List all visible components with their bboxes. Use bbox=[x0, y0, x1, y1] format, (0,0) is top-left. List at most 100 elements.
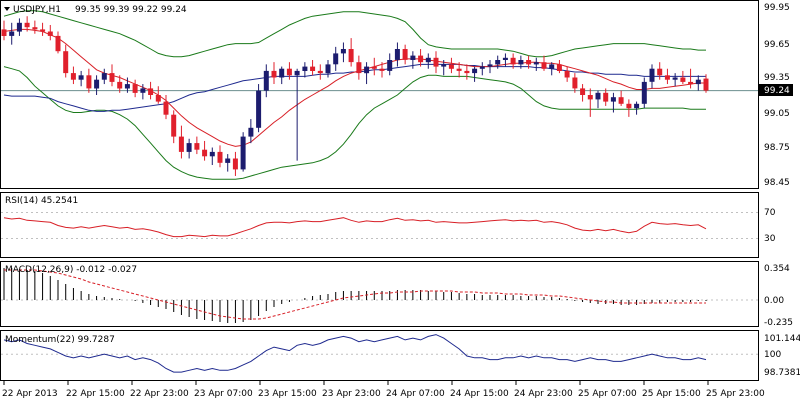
candle-body bbox=[641, 81, 647, 104]
candle-body bbox=[433, 57, 439, 67]
candle-body bbox=[271, 70, 277, 78]
candle-body bbox=[387, 60, 393, 71]
price-tick-label: 99.65 bbox=[764, 40, 790, 50]
collapse-triangle-icon[interactable] bbox=[4, 7, 10, 11]
candle-body bbox=[695, 79, 701, 85]
bollinger-upper-line bbox=[3, 10, 706, 58]
momentum-tick-label: 98.7381 bbox=[764, 368, 800, 378]
rsi-line bbox=[3, 217, 707, 238]
candle-body bbox=[263, 70, 269, 91]
time-tick-label: 22 Apr 23:00 bbox=[130, 389, 189, 399]
price-series-layer bbox=[1, 10, 758, 180]
candle-body bbox=[587, 95, 593, 100]
momentum-tick-label: 100 bbox=[764, 350, 781, 360]
candle-body bbox=[70, 73, 76, 80]
time-tick-label: 23 Apr 23:00 bbox=[322, 389, 381, 399]
candle-body bbox=[63, 51, 69, 74]
candle-body bbox=[595, 92, 601, 100]
last-price-badge bbox=[759, 84, 793, 96]
candle-body bbox=[364, 66, 370, 74]
last-price-label: 99.24 bbox=[764, 86, 790, 96]
candle-body bbox=[502, 57, 508, 60]
candle-body bbox=[232, 158, 238, 170]
candle-body bbox=[495, 60, 501, 65]
candle-body bbox=[379, 68, 385, 71]
rsi-tick-label: 30 bbox=[764, 234, 776, 244]
time-tick-label: 22 Apr 15:00 bbox=[66, 389, 125, 399]
macd-tick-label: 0.00 bbox=[764, 296, 784, 306]
candle-body bbox=[410, 55, 416, 60]
candle-body bbox=[356, 62, 362, 74]
time-tick-label: 23 Apr 07:00 bbox=[194, 389, 253, 399]
candle-body bbox=[186, 143, 192, 152]
macd-series-layer bbox=[1, 268, 758, 323]
candle-body bbox=[348, 49, 354, 63]
candle-body bbox=[688, 81, 694, 85]
candle-body bbox=[549, 64, 555, 69]
candle-body bbox=[78, 75, 84, 80]
candle-body bbox=[171, 114, 177, 137]
candle-body bbox=[256, 90, 262, 128]
time-tick-label: 25 Apr 07:00 bbox=[578, 389, 637, 399]
candle-body bbox=[402, 49, 408, 60]
candle-body bbox=[340, 49, 346, 54]
candle-body bbox=[425, 57, 431, 63]
candle-body bbox=[16, 22, 22, 32]
candle-body bbox=[664, 75, 670, 80]
candle-body bbox=[448, 64, 454, 69]
price-tick-label: 98.45 bbox=[764, 178, 790, 188]
rsi-tick-label: 70 bbox=[764, 208, 776, 218]
candle-body bbox=[626, 103, 632, 109]
candle-body bbox=[603, 92, 609, 102]
candle-body bbox=[32, 27, 38, 30]
rsi-title: RSI(14) 45.2541 bbox=[5, 196, 78, 206]
candle-body bbox=[94, 79, 100, 89]
candle-body bbox=[225, 158, 231, 163]
momentum-series-layer bbox=[1, 334, 758, 373]
moving-average-red-line bbox=[3, 28, 706, 147]
candle-body bbox=[101, 73, 107, 80]
time-tick-label: 23 Apr 15:00 bbox=[258, 389, 317, 399]
candle-body bbox=[279, 68, 285, 78]
rsi-panel bbox=[0, 192, 759, 258]
candle-body bbox=[140, 88, 146, 93]
candle-body bbox=[456, 68, 462, 71]
price-tick-label: 99.95 bbox=[764, 3, 790, 13]
candle-body bbox=[248, 127, 254, 137]
candle-body bbox=[680, 77, 686, 82]
momentum-panel bbox=[0, 330, 759, 381]
ohlc-readout: 99.35 99.39 99.22 99.24 bbox=[75, 5, 187, 15]
time-tick-label: 25 Apr 15:00 bbox=[642, 389, 701, 399]
macd-tick-label: -0.235 bbox=[764, 318, 793, 328]
macd-title: MACD(12,26,9) -0.012 -0.027 bbox=[5, 265, 137, 275]
candle-body bbox=[317, 70, 323, 74]
candle-body bbox=[572, 77, 578, 89]
candle-body bbox=[657, 68, 663, 76]
candle-body bbox=[533, 62, 539, 65]
momentum-line bbox=[3, 334, 707, 373]
candle-body bbox=[124, 84, 130, 89]
candle-body bbox=[634, 103, 640, 109]
candle-body bbox=[40, 29, 46, 32]
momentum-tick-label: 101.1443 bbox=[764, 334, 800, 344]
candle-body bbox=[240, 136, 246, 170]
price-title: USDJPY,H1 bbox=[13, 5, 61, 15]
bollinger-lower-line bbox=[3, 66, 706, 180]
candle-body bbox=[394, 49, 400, 60]
candle-body bbox=[55, 35, 61, 52]
candle-body bbox=[178, 136, 184, 152]
candle-body bbox=[217, 151, 223, 163]
candle-body bbox=[610, 97, 616, 102]
candle-body bbox=[148, 88, 154, 95]
time-tick-label: 25 Apr 23:00 bbox=[706, 389, 765, 399]
candle-body bbox=[1, 29, 7, 36]
candle-body bbox=[487, 64, 493, 67]
time-axis: 22 Apr 2013 22 Apr 15:00 22 Apr 23:00 23 Ap… bbox=[2, 381, 765, 399]
macd-tick-label: 0.354 bbox=[764, 264, 790, 274]
candle-body bbox=[286, 68, 292, 76]
macd-panel bbox=[0, 261, 759, 327]
candle-body bbox=[86, 75, 92, 89]
candle-body bbox=[464, 70, 470, 74]
